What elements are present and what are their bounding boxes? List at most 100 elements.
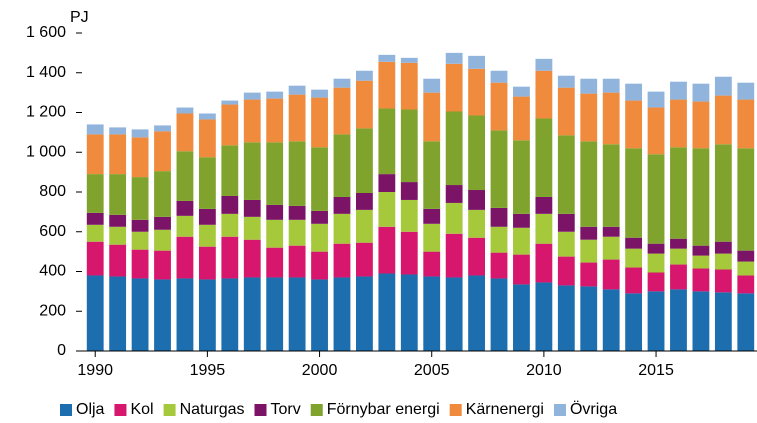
bar-segment <box>86 124 104 135</box>
bar-segment <box>670 238 687 249</box>
bar-segment <box>176 200 194 216</box>
bar-segment <box>243 239 261 278</box>
bar-segment <box>131 177 149 220</box>
bar-segment <box>378 61 396 109</box>
bar-segment <box>311 279 328 351</box>
bar-segment <box>557 285 575 351</box>
bar-segment <box>557 87 575 136</box>
bar-segment <box>423 92 441 142</box>
bar-segment <box>154 216 171 230</box>
bar-segment <box>513 254 530 285</box>
bar-segment <box>580 262 598 287</box>
bar-segment <box>176 278 194 351</box>
bar-segment <box>356 276 373 351</box>
bar-segment <box>86 212 104 225</box>
bar-segment <box>647 91 665 108</box>
bar-segment <box>400 199 418 232</box>
legend-label: Kol <box>130 401 153 418</box>
bar-segment <box>557 135 575 214</box>
bar-segment <box>221 213 239 237</box>
bar-segment <box>468 55 485 69</box>
bar-segment <box>423 276 441 351</box>
bar-segment <box>288 85 306 95</box>
legend-label: Naturgas <box>180 401 245 418</box>
bar-segment <box>198 208 216 225</box>
bar-segment <box>714 292 732 351</box>
x-tick-label: 2005 <box>414 362 450 379</box>
bar-segment <box>445 63 463 112</box>
bar-segment <box>423 78 441 93</box>
bar-segment <box>557 256 575 286</box>
bar-segment <box>490 207 508 227</box>
bar-segment <box>468 237 485 276</box>
bar-segment <box>737 275 755 294</box>
bar-segment <box>131 231 149 250</box>
y-tick-label: 1 200 <box>26 104 66 121</box>
bar-segment <box>378 226 396 274</box>
bar-segment <box>602 226 620 237</box>
bar-segment <box>513 227 530 255</box>
bar-segment <box>692 268 710 292</box>
bar-segment <box>356 128 373 193</box>
bar-segment <box>288 94 306 142</box>
bar-segment <box>288 205 306 220</box>
bar-segment <box>400 231 418 275</box>
bar-segment <box>670 248 687 265</box>
bar-segment <box>513 213 530 228</box>
bar-segment <box>400 57 418 63</box>
bar-segment <box>692 101 710 149</box>
bar-segment <box>535 58 553 71</box>
bar-segment <box>288 245 306 278</box>
bar-segment <box>625 248 643 268</box>
bar-segment <box>468 68 485 116</box>
bar-segment <box>198 119 216 158</box>
bar-segment <box>445 233 463 278</box>
legend-label: Olja <box>76 401 105 418</box>
bar-segment <box>356 242 373 277</box>
bar-segment <box>176 151 194 201</box>
bar-segment <box>333 134 351 197</box>
bar-segment <box>378 54 396 62</box>
bar-segment <box>176 215 194 237</box>
bar-segment <box>243 92 261 100</box>
bar-segment <box>86 275 104 351</box>
bar-segment <box>423 208 441 224</box>
bar-segment <box>714 269 732 293</box>
bar-segment <box>625 100 643 149</box>
bar-segment <box>445 52 463 64</box>
bar-segment <box>423 251 441 277</box>
bar-segment <box>714 76 732 96</box>
bar-segment <box>221 236 239 279</box>
bar-segment <box>737 82 755 100</box>
bar-segment <box>176 113 194 152</box>
bar-segment <box>602 259 620 290</box>
bar-segment <box>311 89 328 98</box>
bar-segment <box>311 97 328 148</box>
bar-segment <box>266 277 284 351</box>
bar-segment <box>490 226 508 253</box>
y-axis-label: PJ <box>70 9 89 26</box>
legend-label: Förnybar energi <box>327 401 440 418</box>
bar-segment <box>625 148 643 238</box>
bar-segment <box>513 96 530 141</box>
y-tick-label: 1 400 <box>26 64 66 81</box>
bar-segment <box>266 219 284 248</box>
bar-segment <box>602 144 620 227</box>
bar-segment <box>86 174 104 213</box>
bar-segment <box>198 113 216 120</box>
x-tick-label: 2015 <box>638 362 674 379</box>
bar-segment <box>580 226 598 240</box>
bar-segment <box>468 190 485 210</box>
bar-segment <box>198 246 216 280</box>
bar-segment <box>490 252 508 279</box>
bar-segment <box>625 83 643 101</box>
y-tick-label: 400 <box>39 263 66 280</box>
bar-segment <box>243 142 261 200</box>
bar-segment <box>131 219 149 232</box>
bar-segment <box>737 261 755 276</box>
bar-segment <box>221 278 239 351</box>
x-tick-label: 1995 <box>190 362 226 379</box>
bar-segment <box>378 273 396 351</box>
bar-segment <box>535 118 553 197</box>
